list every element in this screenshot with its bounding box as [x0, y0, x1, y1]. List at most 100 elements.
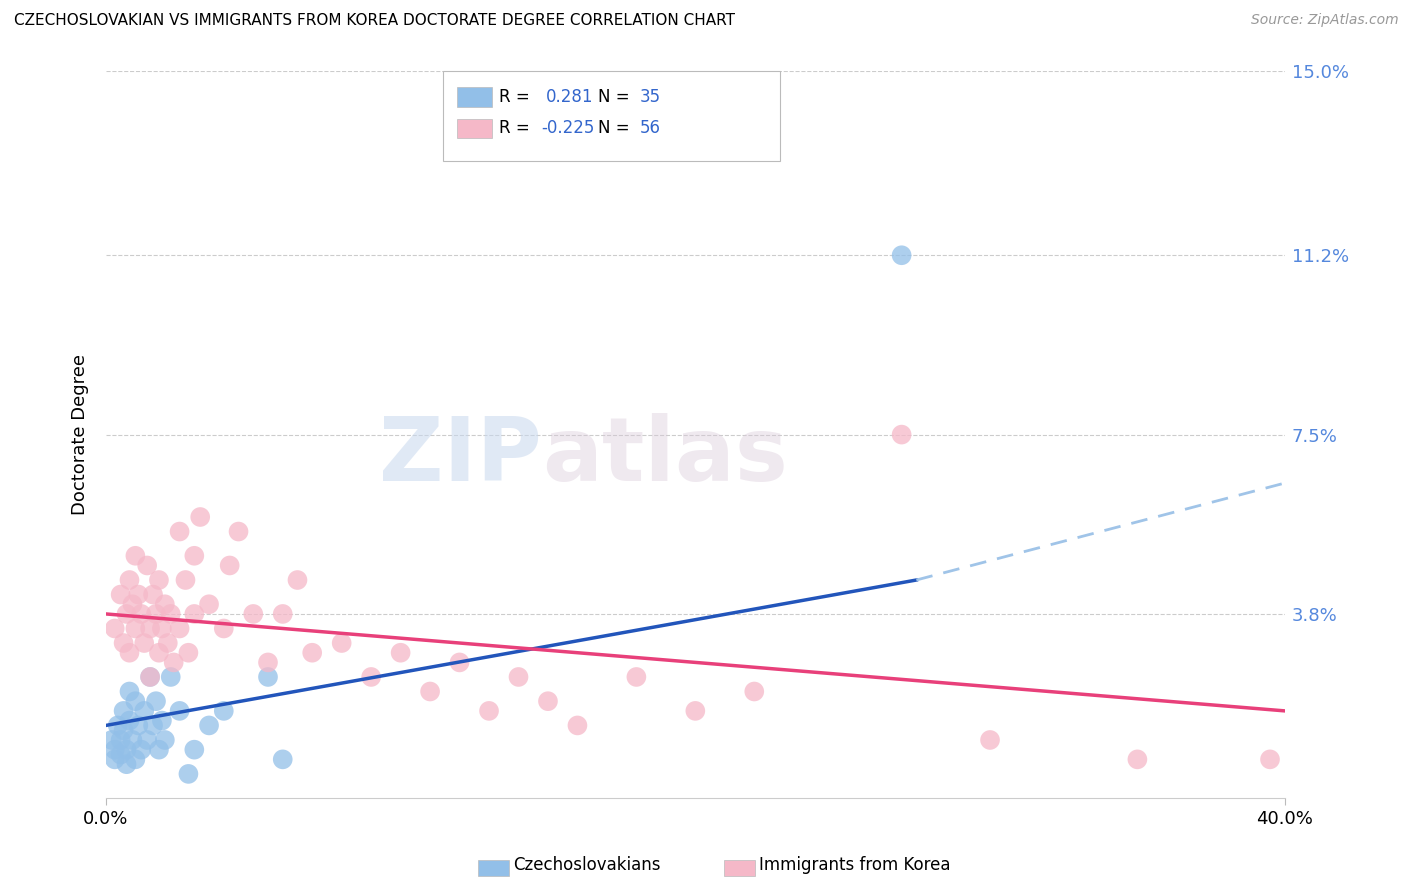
Point — [124, 752, 146, 766]
Text: 35: 35 — [640, 88, 661, 106]
Point — [101, 733, 124, 747]
Text: Czechoslovakians: Czechoslovakians — [513, 856, 661, 874]
Point — [257, 656, 280, 670]
Point — [1258, 752, 1281, 766]
Point — [183, 549, 205, 563]
Point — [198, 718, 221, 732]
Point — [159, 607, 181, 621]
Point — [110, 588, 132, 602]
Point — [118, 573, 141, 587]
Point — [142, 718, 165, 732]
Point — [163, 656, 186, 670]
Point — [626, 670, 648, 684]
Point — [198, 597, 221, 611]
Point — [150, 714, 173, 728]
Text: ZIP: ZIP — [380, 413, 543, 500]
Point — [979, 733, 1001, 747]
Point — [145, 607, 167, 621]
Point — [169, 524, 191, 539]
Point — [188, 510, 211, 524]
Point — [142, 588, 165, 602]
Text: R =: R = — [499, 120, 536, 137]
Point — [153, 733, 176, 747]
Point — [112, 704, 135, 718]
Point — [153, 597, 176, 611]
Point — [124, 622, 146, 636]
Point — [212, 622, 235, 636]
Point — [890, 427, 912, 442]
Point — [330, 636, 353, 650]
Point — [139, 622, 162, 636]
Point — [890, 248, 912, 262]
Point — [389, 646, 412, 660]
Point — [287, 573, 309, 587]
Text: -0.225: -0.225 — [541, 120, 595, 137]
Text: 0.281: 0.281 — [546, 88, 593, 106]
Point — [134, 636, 156, 650]
Point — [136, 733, 159, 747]
Point — [115, 757, 138, 772]
Point — [218, 558, 240, 573]
Point — [508, 670, 530, 684]
Point — [118, 646, 141, 660]
Point — [107, 718, 129, 732]
Point — [685, 704, 707, 718]
Point — [118, 684, 141, 698]
Point — [145, 694, 167, 708]
Point — [567, 718, 589, 732]
Point — [271, 607, 294, 621]
Point — [537, 694, 560, 708]
Point — [136, 558, 159, 573]
Text: Immigrants from Korea: Immigrants from Korea — [759, 856, 950, 874]
Point — [148, 742, 170, 756]
Point — [104, 622, 127, 636]
Point — [115, 607, 138, 621]
Point — [115, 742, 138, 756]
Point — [169, 622, 191, 636]
Point — [742, 684, 765, 698]
Point — [112, 636, 135, 650]
Point — [183, 607, 205, 621]
Point — [478, 704, 501, 718]
Y-axis label: Doctorate Degree: Doctorate Degree — [72, 354, 89, 515]
Point — [129, 607, 152, 621]
Point — [449, 656, 471, 670]
Point — [121, 733, 143, 747]
Text: CZECHOSLOVAKIAN VS IMMIGRANTS FROM KOREA DOCTORATE DEGREE CORRELATION CHART: CZECHOSLOVAKIAN VS IMMIGRANTS FROM KOREA… — [14, 13, 735, 29]
Point — [104, 742, 127, 756]
Point — [148, 573, 170, 587]
Point — [1126, 752, 1149, 766]
Point — [183, 742, 205, 756]
Point — [212, 704, 235, 718]
Point — [156, 636, 179, 650]
Point — [271, 752, 294, 766]
Point — [127, 718, 149, 732]
Point — [110, 733, 132, 747]
Point — [139, 670, 162, 684]
Point — [419, 684, 441, 698]
Point — [169, 704, 191, 718]
Point — [360, 670, 382, 684]
Point — [110, 747, 132, 762]
Point — [124, 694, 146, 708]
Text: atlas: atlas — [543, 413, 787, 500]
Text: R =: R = — [499, 88, 540, 106]
Text: Source: ZipAtlas.com: Source: ZipAtlas.com — [1251, 13, 1399, 28]
Text: 56: 56 — [640, 120, 661, 137]
Point — [124, 549, 146, 563]
Point — [112, 723, 135, 738]
Point — [174, 573, 197, 587]
Point — [139, 670, 162, 684]
Point — [121, 597, 143, 611]
Text: N =: N = — [598, 120, 634, 137]
Point — [177, 767, 200, 781]
Point — [242, 607, 264, 621]
Point — [118, 714, 141, 728]
Point — [127, 588, 149, 602]
Point — [104, 752, 127, 766]
Point — [159, 670, 181, 684]
Point — [257, 670, 280, 684]
Point — [177, 646, 200, 660]
Point — [301, 646, 323, 660]
Point — [148, 646, 170, 660]
